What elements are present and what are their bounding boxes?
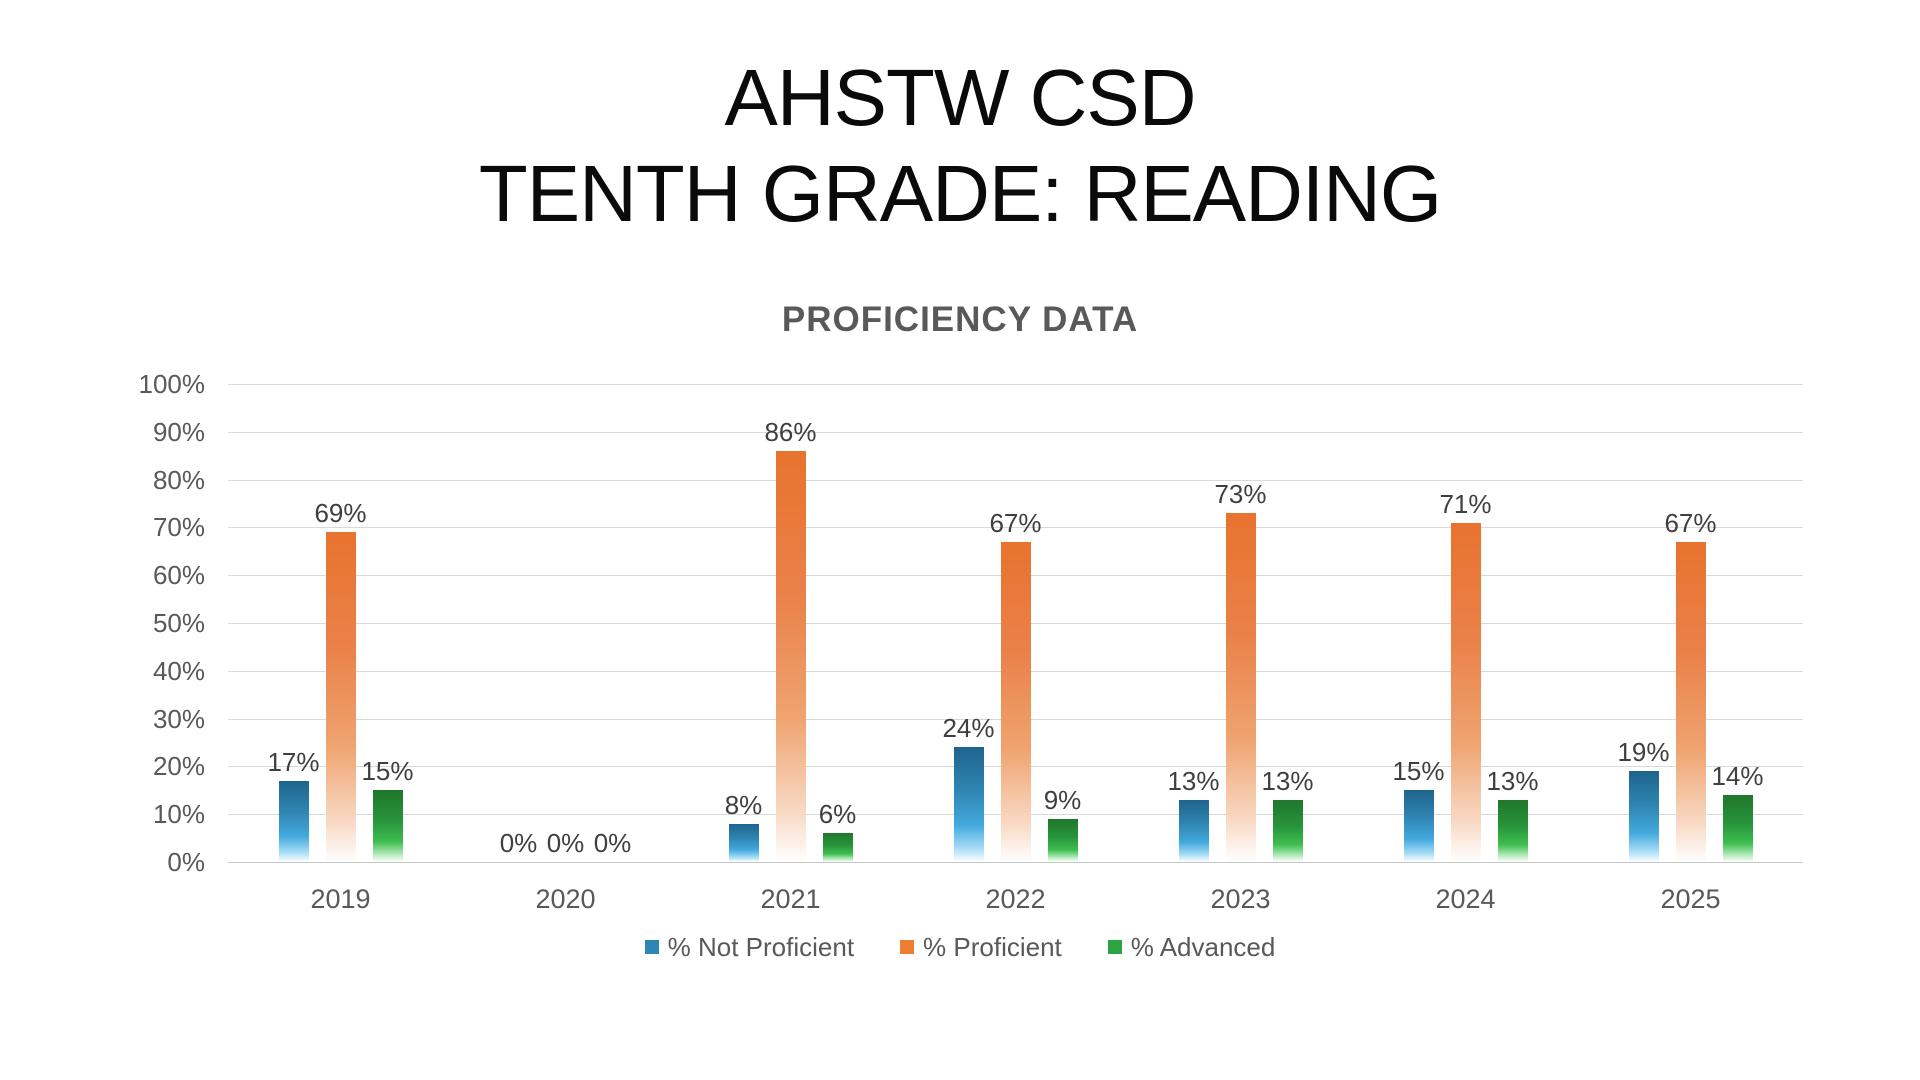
legend-swatch-icon bbox=[644, 940, 659, 954]
data-label-2023-series-1: 73% bbox=[1214, 479, 1267, 510]
legend-item-not-proficient: % Not Proficient bbox=[644, 932, 855, 962]
y-axis-tick-80: 80% bbox=[152, 464, 205, 495]
bar-2025-not-proficient bbox=[1628, 771, 1659, 862]
gridline-0 bbox=[228, 862, 1803, 863]
bar-2019-not-proficient bbox=[278, 780, 309, 862]
bar-2022-advanced bbox=[1047, 818, 1078, 862]
x-axis-label-2022: 2022 bbox=[985, 884, 1046, 914]
gridline-70 bbox=[228, 527, 1803, 529]
y-axis-tick-70: 70% bbox=[152, 512, 205, 543]
bar-group-2019: 17% 69% 15% bbox=[267, 384, 414, 862]
data-label-2025-series-1: 67% bbox=[1664, 507, 1717, 538]
data-label-2023-series-0: 13% bbox=[1167, 765, 1220, 796]
y-axis-tick-20: 20% bbox=[152, 751, 205, 782]
data-label-2021-series-0: 8% bbox=[724, 789, 763, 820]
data-label-2025-series-2: 14% bbox=[1711, 761, 1764, 792]
x-axis-label-2020: 2020 bbox=[535, 884, 596, 914]
legend-item-advanced: % Advanced bbox=[1107, 932, 1276, 962]
bar-group-2021: 8% 86% 6% bbox=[725, 384, 856, 862]
data-label-2022-series-1: 67% bbox=[989, 507, 1042, 538]
chart-legend: % Not Proficient % Proficient % Advanced bbox=[0, 932, 1920, 962]
bar-group-2020: 0% 0% 0% bbox=[500, 384, 632, 862]
bar-2021-advanced bbox=[822, 833, 853, 862]
bar-group-2023: 13% 73% 13% bbox=[1167, 384, 1314, 862]
data-label-2019-series-2: 15% bbox=[361, 756, 414, 787]
y-axis-tick-0: 0% bbox=[167, 847, 205, 877]
page-title: AHSTW CSD TENTH GRADE: READING bbox=[0, 50, 1920, 242]
bar-2025-proficient bbox=[1675, 541, 1706, 862]
legend-label: % Advanced bbox=[1130, 932, 1276, 962]
data-label-2021-series-2: 6% bbox=[818, 799, 857, 830]
data-label-2020-series-2: 0% bbox=[593, 828, 632, 858]
page-title-line-1: AHSTW CSD bbox=[724, 53, 1197, 142]
data-label-2019-series-1: 69% bbox=[314, 498, 367, 529]
plot-area: 17% 69% 15% 0% 0% 0% 8% 86% 6% 24% 67% 9% 13% 73% 13% 1… bbox=[228, 384, 1803, 863]
bar-2022-proficient bbox=[1000, 541, 1031, 862]
bar-2021-proficient bbox=[775, 450, 806, 862]
chart-title: PROFICIENCY DATA bbox=[781, 300, 1139, 339]
x-axis-label-2025: 2025 bbox=[1660, 884, 1721, 914]
data-label-2023-series-2: 13% bbox=[1261, 765, 1314, 796]
bar-group-2024: 15% 71% 13% bbox=[1392, 384, 1539, 862]
bar-2025-advanced bbox=[1722, 795, 1753, 862]
gridline-90 bbox=[228, 431, 1803, 433]
data-label-2019-series-0: 17% bbox=[267, 746, 320, 777]
bar-2021-not-proficient bbox=[728, 823, 759, 862]
data-label-2020-series-0: 0% bbox=[499, 828, 538, 858]
bar-group-2025: 19% 67% 14% bbox=[1617, 384, 1764, 862]
bar-2024-proficient bbox=[1450, 522, 1481, 862]
page-title-line-2: TENTH GRADE: READING bbox=[478, 149, 1442, 238]
data-label-2022-series-0: 24% bbox=[942, 713, 995, 744]
legend-label: % Not Proficient bbox=[667, 932, 855, 962]
bar-2023-proficient bbox=[1225, 513, 1256, 862]
legend-label: % Proficient bbox=[923, 932, 1062, 962]
y-axis-tick-60: 60% bbox=[152, 560, 205, 591]
gridline-80 bbox=[228, 479, 1803, 481]
data-label-2020-series-1: 0% bbox=[546, 828, 585, 858]
data-label-2024-series-0: 15% bbox=[1392, 756, 1445, 787]
legend-swatch-icon bbox=[900, 940, 915, 954]
gridline-100 bbox=[228, 384, 1803, 385]
bar-2024-advanced bbox=[1497, 799, 1528, 862]
y-axis-tick-40: 40% bbox=[152, 655, 205, 686]
data-label-2022-series-2: 9% bbox=[1043, 784, 1082, 815]
bar-2023-not-proficient bbox=[1178, 799, 1209, 862]
x-axis-label-2023: 2023 bbox=[1210, 884, 1271, 914]
bar-2019-advanced bbox=[372, 790, 403, 862]
data-label-2024-series-2: 13% bbox=[1486, 765, 1539, 796]
y-axis-tick-90: 90% bbox=[152, 416, 205, 447]
data-label-2024-series-1: 71% bbox=[1439, 488, 1492, 519]
bar-2019-proficient bbox=[325, 532, 356, 862]
bar-2022-not-proficient bbox=[953, 747, 984, 862]
y-axis-tick-50: 50% bbox=[152, 608, 205, 638]
bar-2023-advanced bbox=[1272, 799, 1303, 862]
y-axis-tick-100: 100% bbox=[138, 369, 206, 399]
x-axis-label-2024: 2024 bbox=[1435, 884, 1496, 914]
y-axis-tick-10: 10% bbox=[152, 799, 205, 830]
y-axis-tick-30: 30% bbox=[152, 703, 205, 734]
bar-group-2022: 24% 67% 9% bbox=[942, 384, 1081, 862]
data-label-2021-series-1: 86% bbox=[764, 416, 817, 447]
bar-2024-not-proficient bbox=[1403, 790, 1434, 862]
x-axis-label-2021: 2021 bbox=[760, 884, 821, 914]
x-axis-label-2019: 2019 bbox=[310, 884, 371, 914]
legend-item-proficient: % Proficient bbox=[900, 932, 1062, 962]
data-label-2025-series-0: 19% bbox=[1617, 737, 1670, 768]
legend-swatch-icon bbox=[1107, 940, 1122, 954]
